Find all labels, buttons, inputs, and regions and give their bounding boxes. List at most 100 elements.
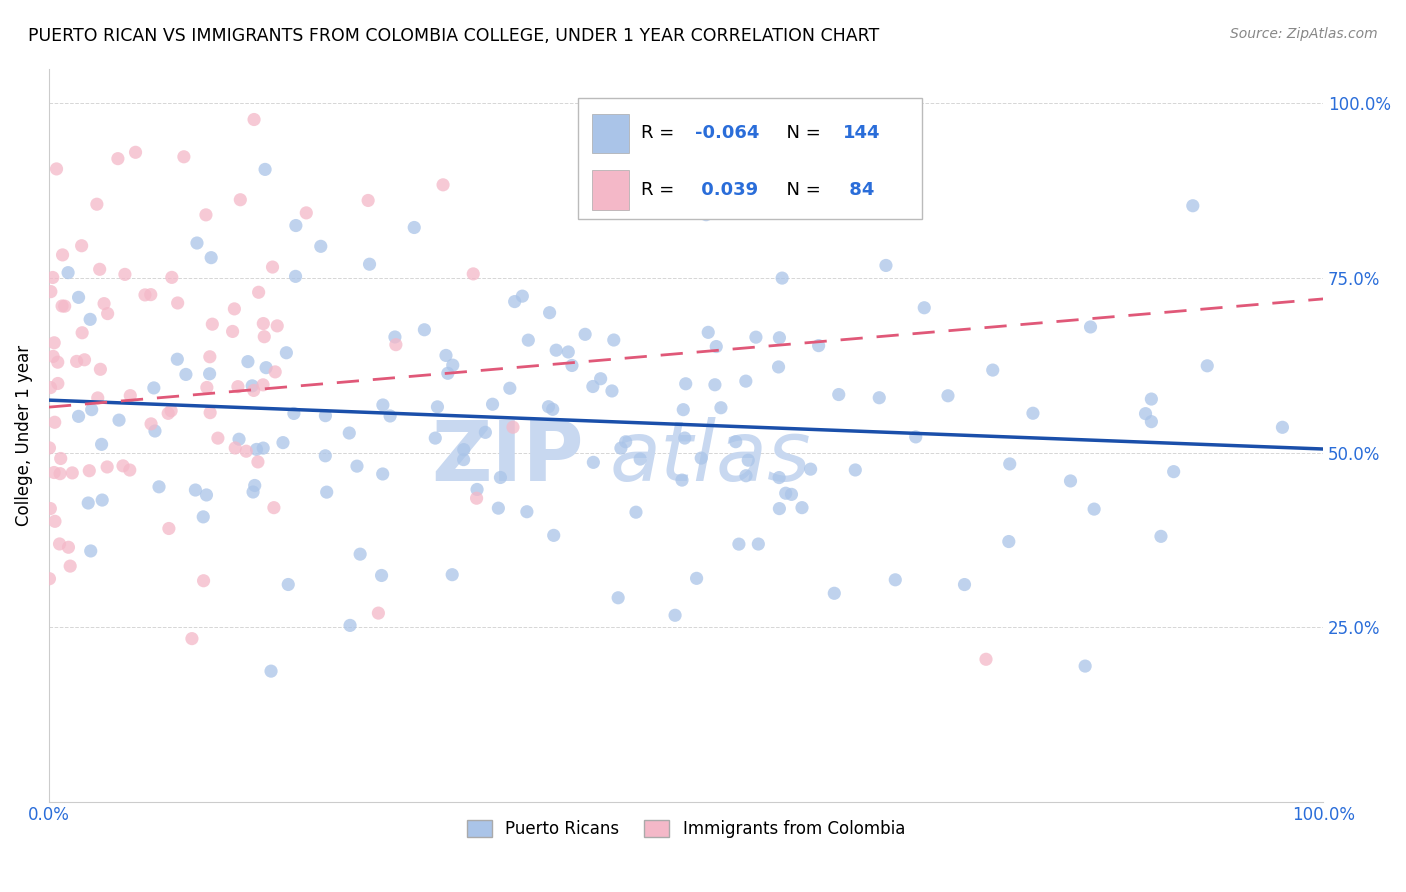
Point [246, 455, 269, 469]
Point [194, 208, 217, 222]
Point [673, 431, 696, 445]
Point [198, 406, 221, 420]
Point [224, 301, 246, 316]
Text: Source: ZipAtlas.com: Source: ZipAtlas.com [1230, 27, 1378, 41]
Point [1271, 420, 1294, 434]
Point [160, 403, 183, 417]
Point [557, 345, 579, 359]
Point [97, 307, 120, 321]
Point [734, 374, 756, 388]
Point [46, 376, 69, 391]
Point [240, 379, 263, 393]
Point [607, 591, 630, 605]
Point [541, 402, 564, 417]
Point [42, 270, 65, 285]
Point [695, 208, 717, 222]
Point [243, 478, 266, 492]
Point [58, 541, 80, 555]
Point [195, 488, 218, 502]
Point [359, 257, 381, 271]
Point [89, 262, 111, 277]
Point [67, 409, 90, 424]
Point [844, 463, 866, 477]
Point [221, 325, 243, 339]
Point [39, 380, 62, 394]
Point [139, 287, 162, 301]
Point [107, 152, 129, 166]
Point [385, 337, 408, 351]
Point [276, 345, 298, 359]
Text: N =: N = [775, 181, 827, 199]
Point [254, 162, 277, 177]
Point [263, 500, 285, 515]
Point [346, 459, 368, 474]
Point [201, 317, 224, 331]
FancyBboxPatch shape [578, 98, 922, 219]
Point [142, 381, 165, 395]
Point [252, 441, 274, 455]
Legend: Puerto Ricans, Immigrants from Colombia: Puerto Ricans, Immigrants from Colombia [460, 813, 912, 845]
FancyBboxPatch shape [592, 113, 628, 153]
Point [463, 267, 485, 281]
Point [745, 330, 768, 344]
Point [664, 608, 686, 623]
Point [936, 389, 959, 403]
Point [79, 464, 101, 478]
Point [73, 352, 96, 367]
Point [600, 384, 623, 398]
Point [39, 501, 62, 516]
Point [404, 220, 426, 235]
Point [724, 434, 747, 449]
Point [1135, 407, 1157, 421]
Point [242, 485, 264, 500]
Point [671, 473, 693, 487]
Point [481, 397, 503, 411]
Point [39, 285, 62, 299]
Text: 0.039: 0.039 [695, 181, 758, 199]
Point [582, 455, 605, 469]
Point [277, 577, 299, 591]
Point [314, 449, 336, 463]
Point [48, 537, 70, 551]
Point [378, 409, 401, 423]
Point [672, 402, 695, 417]
Point [309, 239, 332, 253]
Point [432, 178, 454, 192]
Point [79, 312, 101, 326]
Y-axis label: College, Under 1 year: College, Under 1 year [15, 344, 32, 525]
Point [1059, 474, 1081, 488]
Point [370, 568, 392, 582]
Point [195, 380, 218, 394]
Point [538, 306, 561, 320]
Text: atlas: atlas [610, 417, 811, 498]
Text: ZIP: ZIP [432, 417, 583, 498]
Point [114, 268, 136, 282]
Point [1140, 415, 1163, 429]
Point [148, 480, 170, 494]
Point [603, 333, 626, 347]
Point [96, 459, 118, 474]
Point [242, 384, 264, 398]
Point [44, 514, 66, 528]
Point [1074, 659, 1097, 673]
Point [503, 294, 526, 309]
Point [1022, 406, 1045, 420]
Point [229, 193, 252, 207]
Point [60, 466, 83, 480]
Point [45, 161, 67, 176]
Point [1197, 359, 1219, 373]
Point [768, 501, 790, 516]
Point [337, 425, 360, 440]
Point [315, 485, 337, 500]
Point [704, 340, 727, 354]
Point [453, 442, 475, 457]
Point [90, 437, 112, 451]
Point [314, 409, 336, 423]
Point [436, 366, 458, 380]
Point [828, 387, 851, 401]
Point [193, 574, 215, 588]
Point [51, 248, 73, 262]
Point [284, 219, 307, 233]
Point [516, 505, 538, 519]
Point [143, 424, 166, 438]
